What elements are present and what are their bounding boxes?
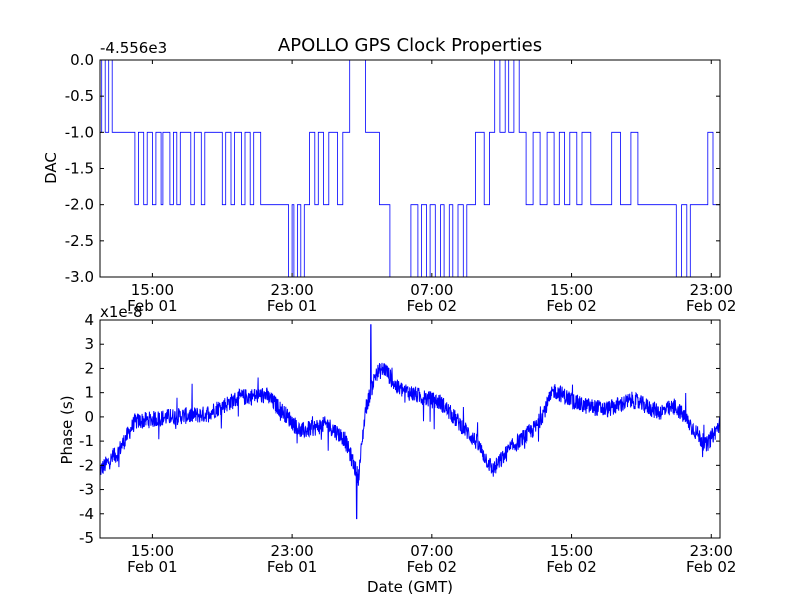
y-tick-label: 1 — [84, 384, 94, 402]
phase-offset-label: x1e-8 — [100, 303, 143, 321]
dac-y-axis-label: DAC — [42, 152, 60, 184]
x-tick-time: 07:00 — [410, 542, 453, 560]
y-tick-label: -3 — [79, 481, 94, 499]
x-tick-date: Feb 01 — [127, 297, 177, 315]
y-tick-label: -2 — [79, 456, 94, 474]
chart-title: APOLLO GPS Clock Properties — [278, 35, 542, 56]
y-tick-label: 3 — [84, 335, 94, 353]
phase-y-axis-label: Phase (s) — [58, 395, 76, 464]
y-tick-label: -2.5 — [65, 232, 94, 250]
y-tick-label: -1.0 — [65, 123, 94, 141]
x-tick-time: 23:00 — [270, 281, 313, 299]
x-tick-time: 15:00 — [131, 281, 174, 299]
y-tick-label: -5 — [79, 529, 94, 547]
x-tick-date: Feb 02 — [686, 297, 736, 315]
dac-panel: -4.556e3 DAC 0.0 -0.5 -1.0 -1.5 -2.0 -2.5 -3.0… — [42, 39, 736, 315]
y-tick-label: 4 — [84, 311, 94, 329]
plot-frame — [99, 59, 721, 278]
x-tick-time: 23:00 — [690, 281, 733, 299]
x-tick-time: 07:00 — [410, 281, 453, 299]
x-tick-date: Feb 02 — [686, 558, 736, 576]
x-tick-time: 23:00 — [690, 542, 733, 560]
y-tick-label: -1.5 — [65, 160, 94, 178]
x-axis-label: Date (GMT) — [367, 578, 453, 596]
x-tick-time: 15:00 — [131, 542, 174, 560]
x-tick-date: Feb 01 — [127, 558, 177, 576]
y-tick-label: 2 — [84, 359, 94, 377]
x-tick-date: Feb 02 — [546, 297, 596, 315]
y-tick-label: -1 — [79, 432, 94, 450]
x-tick-date: Feb 02 — [407, 558, 457, 576]
plot-frame — [99, 319, 721, 539]
y-tick-label: -2.0 — [65, 196, 94, 214]
y-tick-label: -3.0 — [65, 268, 94, 286]
y-tick-label: 0 — [84, 408, 94, 426]
x-tick-date: Feb 02 — [546, 558, 596, 576]
x-tick-time: 23:00 — [270, 542, 313, 560]
x-tick-date: Feb 01 — [267, 558, 317, 576]
y-tick-label: -0.5 — [65, 87, 94, 105]
y-tick-label: -4 — [79, 505, 94, 523]
series-line — [99, 324, 721, 520]
x-tick-time: 15:00 — [550, 281, 593, 299]
series-line — [100, 59, 720, 278]
x-tick-time: 15:00 — [550, 542, 593, 560]
y-tick-label: 0.0 — [70, 51, 94, 69]
dac-offset-label: -4.556e3 — [100, 39, 167, 57]
phase-panel: x1e-8 Phase (s) Date (GMT) 4 3 2 1 0 -1 -2 -3 -4… — [58, 303, 736, 596]
x-tick-date: Feb 02 — [407, 297, 457, 315]
x-tick-date: Feb 01 — [267, 297, 317, 315]
